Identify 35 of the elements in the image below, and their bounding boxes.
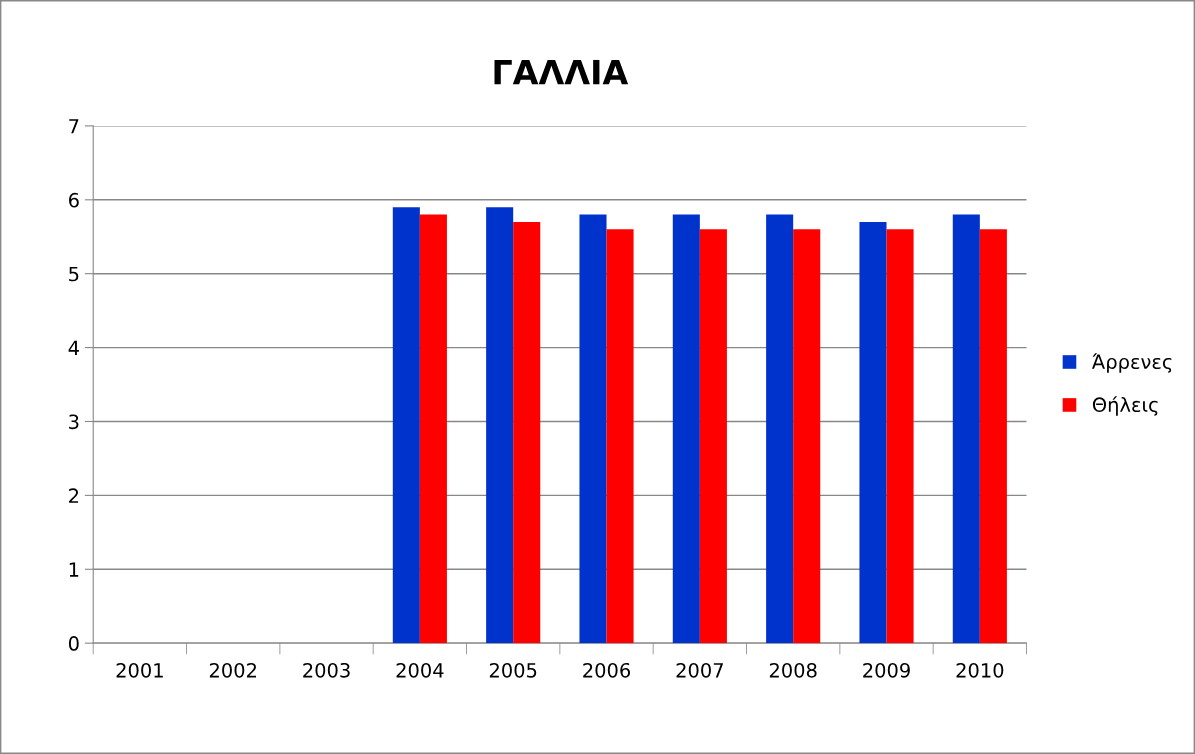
bar <box>672 214 700 644</box>
bar <box>859 221 887 644</box>
bar <box>579 214 607 644</box>
chart-title: ΓΑΛΛΙΑ <box>494 59 629 85</box>
y-tick-label: 0 <box>68 636 79 651</box>
bar <box>793 229 821 644</box>
x-tick-label: 2006 <box>583 662 631 678</box>
bar <box>766 214 794 644</box>
bar <box>392 207 420 644</box>
x-tick-label: 2003 <box>303 662 350 678</box>
y-tick-label: 1 <box>69 562 79 577</box>
bar <box>886 229 914 644</box>
x-tick-label: 2008 <box>769 662 817 678</box>
x-tick-label: 2009 <box>863 662 910 678</box>
y-tick-label: 7 <box>69 119 79 134</box>
y-tick-label: 4 <box>68 340 79 355</box>
x-tick-label: 2005 <box>489 662 537 678</box>
bar <box>979 229 1007 644</box>
x-tick-label: 2007 <box>676 662 723 678</box>
x-tick-label: 2010 <box>956 662 1004 678</box>
bar <box>699 229 727 644</box>
y-tick-label: 2 <box>69 488 79 503</box>
bar <box>952 214 980 644</box>
x-tick-label: 2002 <box>209 662 256 678</box>
x-tick-label: 2004 <box>396 662 444 678</box>
legend-label: Άρρενες <box>1091 353 1172 373</box>
bar <box>513 221 541 644</box>
bar <box>419 214 447 644</box>
bar <box>486 207 514 644</box>
bar <box>606 229 634 644</box>
y-tick-label: 6 <box>69 192 79 208</box>
y-tick-label: 5 <box>69 266 79 282</box>
legend-label: Θήλεις <box>1092 396 1158 416</box>
x-tick-label: 2001 <box>116 662 163 678</box>
y-tick-label: 3 <box>69 414 79 430</box>
